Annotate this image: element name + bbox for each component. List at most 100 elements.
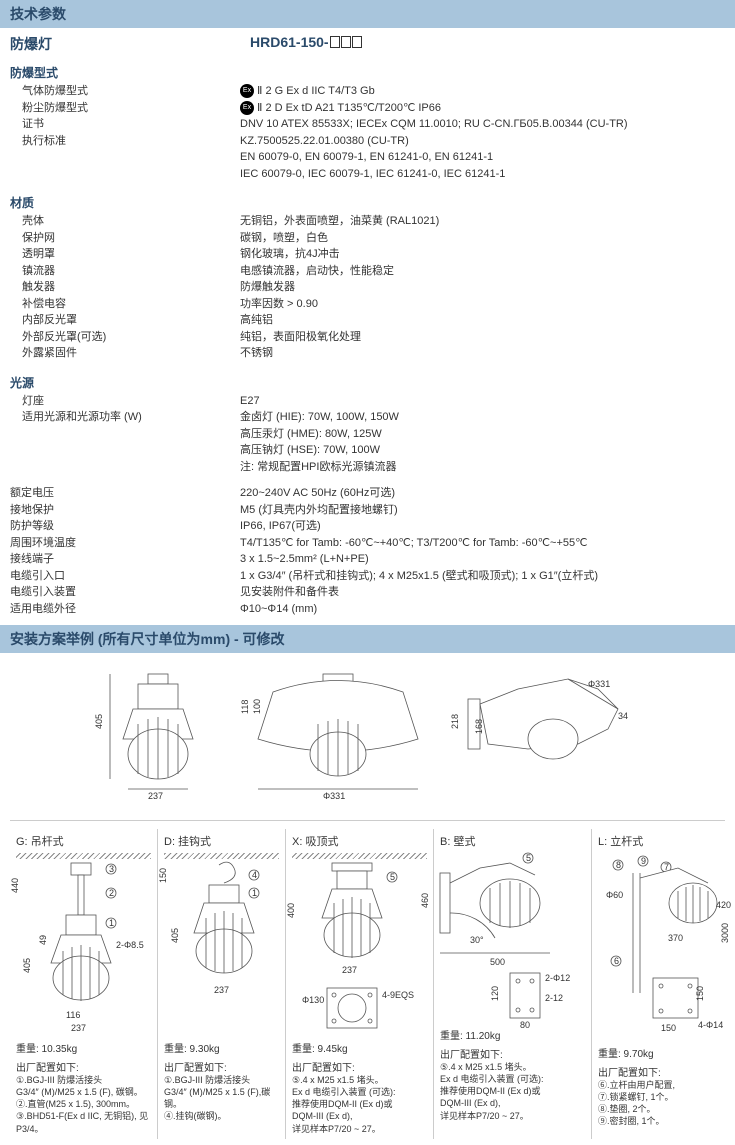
spec-value: 电感镇流器，启动快，性能稳定 [240, 263, 725, 280]
spec-value: E27 [240, 393, 725, 410]
spec-value: 3 x 1.5~2.5mm² (L+N+PE) [240, 551, 725, 568]
ceiling-hatch [16, 853, 151, 859]
diagram-section: 405 237 118 100 Φ331 [0, 653, 735, 1145]
svg-text:5: 5 [526, 853, 531, 863]
spec-label: 周围环境温度 [10, 535, 240, 552]
install-header: 安装方案举例 (所有尺寸单位为mm) - 可修改 [0, 625, 735, 653]
svg-text:116: 116 [66, 1010, 80, 1020]
svg-text:1: 1 [252, 888, 257, 898]
mount-l-title: L: 立杆式 [598, 833, 733, 849]
spec-value: 1 x G3/4″ (吊杆式和挂钩式); 4 x M25x1.5 (壁式和吸顶式… [240, 568, 725, 585]
spec-label: 外部反光罩(可选) [10, 329, 240, 346]
svg-text:3: 3 [109, 864, 114, 874]
mount-d-head: 出厂配置如下: [164, 1059, 279, 1074]
svg-text:400: 400 [286, 903, 296, 918]
ex-badge-icon: Ex [240, 101, 254, 115]
svg-text:120: 120 [490, 986, 500, 1001]
mount-d-weight: 重量: 9.30kg [164, 1040, 279, 1055]
spec-value: 防爆触发器 [240, 279, 725, 296]
spec-label: 适用电缆外径 [10, 601, 240, 618]
detail-line: ④.挂钩(碳钢)。 [164, 1110, 279, 1122]
mount-g-head: 出厂配置如下: [16, 1059, 151, 1074]
spec-label: 执行标准 [10, 133, 240, 150]
spec-label: 触发器 [10, 279, 240, 296]
section-explosion-label: 防爆型式 [0, 60, 735, 83]
spec-label: 接线端子 [10, 551, 240, 568]
spec-label: 镇流器 [10, 263, 240, 280]
svg-text:405: 405 [170, 928, 180, 943]
svg-text:1: 1 [109, 918, 114, 928]
svg-text:4-Φ14: 4-Φ14 [698, 1020, 723, 1030]
detail-line: ①.BGJ-III 防爆活接头 [16, 1074, 151, 1086]
svg-text:80: 80 [520, 1020, 530, 1030]
detail-line: Ex d 电缆引入装置 (可选): [292, 1086, 427, 1098]
mount-b-title: B: 壁式 [440, 833, 585, 849]
svg-text:4: 4 [252, 870, 257, 880]
spec-value: DNV 10 ATEX 85533X; IECEx CQM 11.0010; R… [240, 116, 725, 133]
svg-text:2: 2 [109, 888, 114, 898]
svg-text:Φ331: Φ331 [588, 679, 610, 689]
mount-b-weight: 重量: 11.20kg [440, 1027, 585, 1042]
mount-g: G: 吊杆式 3 2 1 440 405 49 2-Φ8.5 [10, 829, 157, 1139]
spec-value: EN 60079-0, EN 60079-1, EN 61241-0, EN 6… [240, 149, 725, 166]
detail-line: P3/4。 [16, 1123, 151, 1135]
svg-text:2-12: 2-12 [545, 993, 563, 1003]
svg-text:30°: 30° [470, 935, 484, 945]
spec-label: 电缆引入装置 [10, 584, 240, 601]
spec-value: IP66, IP67(可选) [240, 518, 725, 535]
detail-line: 详见样本P7/20 ~ 27。 [292, 1123, 427, 1135]
spec-light: 灯座适用光源和光源功率 (W) E27金卤灯 (HIE): 70W, 100W,… [0, 393, 735, 484]
mount-b-head: 出厂配置如下: [440, 1046, 585, 1061]
spec-label: 气体防爆型式 [10, 83, 240, 100]
diagram-pendant: 405 237 [98, 669, 218, 802]
tech-spec-header: 技术参数 [0, 0, 735, 28]
mount-g-weight: 重量: 10.35kg [16, 1040, 151, 1055]
mount-l: L: 立杆式 8 9 7 Φ60 3000 370 420 6 [591, 829, 735, 1139]
spec-label: 外露紧固件 [10, 345, 240, 362]
detail-line: ③.BHD51-F(Ex d IIC, 无铜铝), 见 [16, 1110, 151, 1122]
model-placeholder-boxes [329, 35, 362, 51]
svg-text:370: 370 [668, 933, 683, 943]
mount-b: B: 壁式 5 460 30° 500 [433, 829, 591, 1139]
svg-text:237: 237 [148, 791, 163, 801]
svg-text:4-9EQS: 4-9EQS [382, 990, 414, 1000]
detail-line: 详见样本P7/20 ~ 27。 [440, 1110, 585, 1122]
detail-line: ⑨.密封圈, 1个。 [598, 1115, 733, 1127]
svg-text:460: 460 [420, 893, 430, 908]
svg-text:Φ331: Φ331 [323, 791, 345, 801]
detail-line: 推荐使用DQM-II (Ex d)或 [292, 1098, 427, 1110]
svg-text:150: 150 [695, 986, 705, 1001]
spec-value: 220~240V AC 50Hz (60Hz可选) [240, 485, 725, 502]
svg-text:Φ130: Φ130 [302, 995, 324, 1005]
detail-line: G3/4″ (M)/M25 x 1.5 (F), 碳钢。 [16, 1086, 151, 1098]
spec-explosion: 气体防爆型式粉尘防爆型式证书执行标准 ExⅡ 2 G Ex d IIC T4/T… [0, 83, 735, 190]
spec-label: 粉尘防爆型式 [10, 100, 240, 117]
ceiling-hatch [292, 853, 427, 859]
spec-value: 无铜铝，外表面喷塑，油菜黄 (RAL1021) [240, 213, 725, 230]
detail-line: ⑥.立杆由用户配置, [598, 1079, 733, 1091]
svg-text:405: 405 [22, 958, 32, 973]
svg-text:150: 150 [661, 1023, 676, 1033]
svg-text:9: 9 [641, 856, 646, 866]
top-diagrams: 405 237 118 100 Φ331 [10, 659, 725, 821]
detail-line: ⑦.锁紧螺钉, 1个。 [598, 1091, 733, 1103]
spec-label: 透明罩 [10, 246, 240, 263]
spec-value: 金卤灯 (HIE): 70W, 100W, 150W [240, 409, 725, 426]
svg-text:405: 405 [94, 714, 104, 729]
spec-label: 电缆引入口 [10, 568, 240, 585]
spec-label: 证书 [10, 116, 240, 133]
detail-line: ⑤.4 x M25 x1.5 堵头。 [440, 1061, 585, 1073]
svg-text:218: 218 [450, 714, 460, 729]
spec-value: 纯铝，表面阳极氧化处理 [240, 329, 725, 346]
mount-x-title: X: 吸顶式 [292, 833, 427, 849]
detail-line: ②.直管(M25 x 1.5), 300mm。 [16, 1098, 151, 1110]
svg-text:6: 6 [614, 956, 619, 966]
spec-label: 防护等级 [10, 518, 240, 535]
spec-value: 注: 常规配置HPI欧标光源镇流器 [240, 459, 725, 476]
svg-text:Φ60: Φ60 [606, 890, 623, 900]
detail-line: Ex d 电缆引入装置 (可选): [440, 1073, 585, 1085]
mount-x-head: 出厂配置如下: [292, 1059, 427, 1074]
spec-value: Φ10~Φ14 (mm) [240, 601, 725, 618]
svg-text:34: 34 [618, 711, 628, 721]
section-light-label: 光源 [0, 370, 735, 393]
